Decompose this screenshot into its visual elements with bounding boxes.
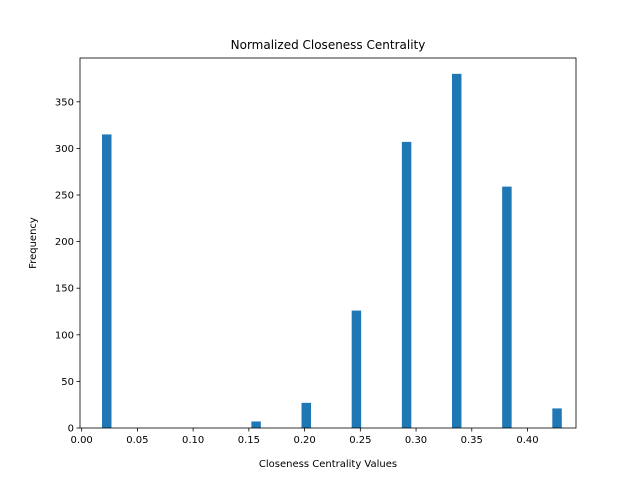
x-tick-label: 0.00 — [71, 435, 93, 446]
x-tick-label: 0.05 — [126, 435, 148, 446]
y-ticks-group: 0 50 100 150 200 250 300 350 — [55, 97, 80, 435]
x-tick-label: 0.25 — [349, 435, 371, 446]
y-tick-label: 350 — [55, 97, 74, 108]
histogram-bar — [301, 402, 312, 428]
y-tick-label: 100 — [55, 330, 74, 341]
histogram-bar — [552, 408, 562, 428]
histogram-bar — [102, 134, 112, 429]
y-tick-label: 200 — [55, 237, 74, 248]
histogram-bar — [401, 141, 412, 428]
x-axis-label: Closeness Centrality Values — [259, 459, 397, 470]
y-tick-label: 150 — [55, 284, 74, 295]
x-tick-label: 0.35 — [461, 435, 483, 446]
y-tick-label: 300 — [55, 144, 74, 155]
bars-group — [102, 73, 562, 429]
x-ticks-group: 0.00 0.05 0.10 0.15 0.20 0.25 0.30 0.35 0.40 — [71, 428, 539, 446]
y-tick-label: 250 — [55, 191, 74, 202]
chart-title: Normalized Closeness Centrality — [231, 38, 426, 52]
y-tick-label: 50 — [61, 377, 74, 388]
histogram-bar — [502, 186, 512, 428]
histogram-bar — [452, 73, 462, 429]
x-tick-label: 0.10 — [182, 435, 204, 446]
histogram-bar — [251, 421, 261, 428]
x-tick-label: 0.40 — [516, 435, 538, 446]
y-axis-label: Frequency — [28, 217, 39, 269]
y-tick-label: 0 — [68, 424, 74, 435]
histogram-bar — [351, 310, 362, 428]
plot-frame — [79, 57, 577, 429]
x-tick-label: 0.30 — [405, 435, 427, 446]
x-tick-label: 0.20 — [293, 435, 315, 446]
x-tick-label: 0.15 — [238, 435, 260, 446]
